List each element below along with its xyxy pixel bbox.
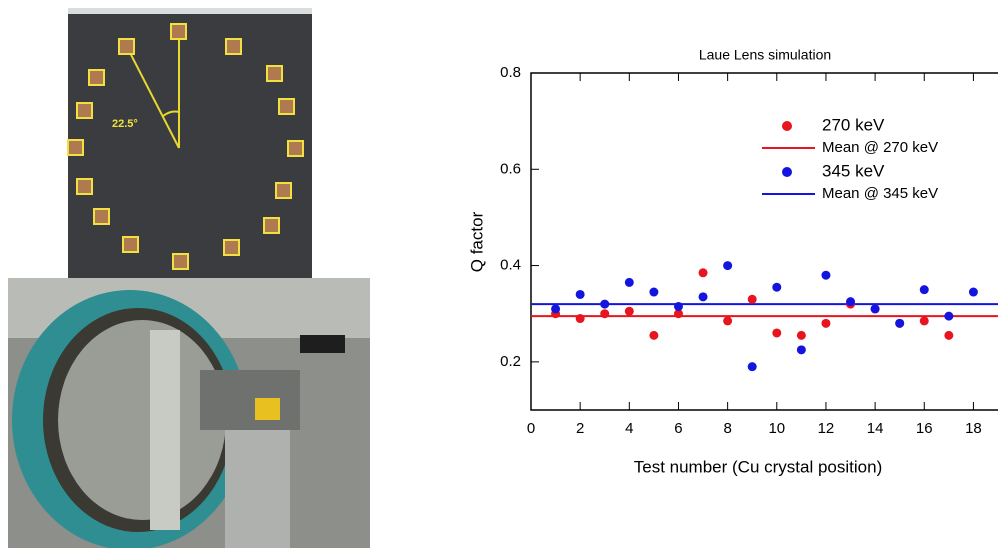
column — [150, 330, 180, 530]
point — [747, 362, 757, 372]
chart: Laue Lens simulation Test number (Cu cry… — [467, 47, 998, 476]
legend-label: 345 keV — [822, 161, 885, 180]
point — [895, 318, 905, 328]
point — [772, 328, 782, 338]
point — [698, 292, 708, 302]
top-photo: 22.5° — [67, 8, 312, 278]
legend-label: 270 keV — [822, 115, 885, 134]
point — [649, 330, 659, 340]
holder — [200, 370, 300, 430]
legend-marker — [782, 167, 792, 177]
legend-marker — [782, 121, 792, 131]
camera — [300, 335, 345, 353]
point — [575, 314, 585, 324]
label-tag — [255, 398, 280, 420]
x-axis-label: Test number (Cu crystal position) — [634, 457, 882, 476]
point — [673, 301, 683, 311]
x-tick-label: 16 — [916, 420, 933, 437]
point — [624, 277, 634, 287]
point — [600, 299, 610, 309]
point — [551, 304, 561, 314]
y-tick-label: 0.8 — [500, 64, 521, 81]
point — [649, 287, 659, 297]
x-tick-label: 14 — [867, 420, 884, 437]
point — [968, 287, 978, 297]
support — [225, 430, 290, 548]
legend-label: Mean @ 270 keV — [822, 139, 938, 156]
point — [747, 294, 757, 304]
x-tick-label: 2 — [576, 420, 584, 437]
panel — [68, 14, 312, 278]
point — [673, 309, 683, 319]
point — [846, 297, 856, 307]
x-tick-label: 6 — [674, 420, 682, 437]
x-tick-label: 18 — [965, 420, 982, 437]
point — [698, 268, 708, 278]
angle-arc — [162, 110, 180, 117]
point — [919, 285, 929, 295]
x-tick-label: 10 — [768, 420, 785, 437]
x-tick-label: 12 — [818, 420, 835, 437]
point — [796, 330, 806, 340]
point — [772, 282, 782, 292]
x-tick-label: 4 — [625, 420, 633, 437]
y-axis-label: Q factor — [467, 211, 486, 272]
x-tick-label: 8 — [723, 420, 731, 437]
x-tick-label: 0 — [527, 420, 535, 437]
y-tick-label: 0.6 — [500, 160, 521, 177]
angle-label: 22.5° — [112, 118, 138, 130]
point — [821, 318, 831, 328]
ring-opening — [58, 320, 226, 520]
point — [723, 316, 733, 326]
legend-label: Mean @ 345 keV — [822, 185, 938, 202]
point — [796, 345, 806, 355]
crystal-markers — [67, 23, 304, 270]
y-tick-label: 0.4 — [500, 257, 521, 274]
point — [600, 309, 610, 319]
point — [723, 261, 733, 271]
y-tick-label: 0.2 — [500, 353, 521, 370]
point — [624, 306, 634, 316]
point — [944, 330, 954, 340]
point — [919, 316, 929, 326]
angle-line — [126, 46, 180, 149]
plot-frame — [530, 72, 998, 411]
bottom-photo — [8, 278, 370, 548]
point — [944, 311, 954, 321]
point — [575, 289, 585, 299]
chart-title: Laue Lens simulation — [699, 47, 831, 63]
point — [821, 270, 831, 280]
point — [870, 304, 880, 314]
